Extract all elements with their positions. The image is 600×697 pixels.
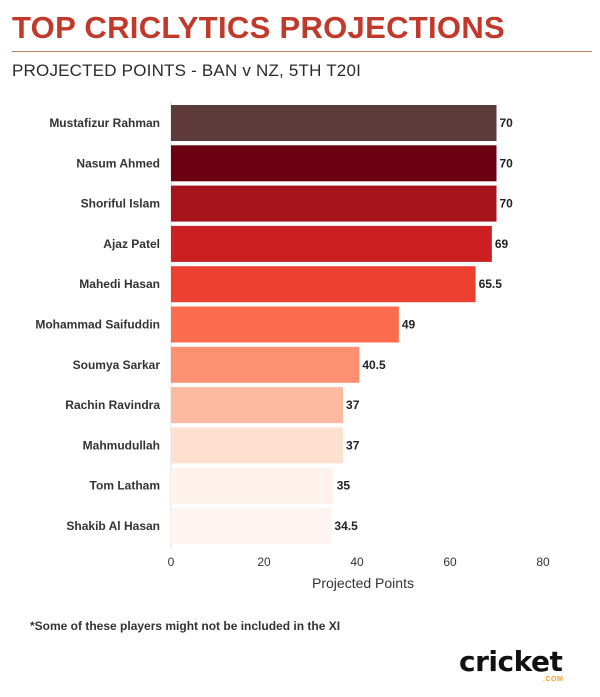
value-label: 69 (495, 237, 509, 251)
bar (171, 306, 399, 343)
bar (171, 266, 476, 303)
footnote: *Some of these players might not be incl… (30, 619, 341, 633)
bar (171, 508, 332, 544)
category-label: Nasum Ahmed (76, 156, 160, 170)
bar (171, 427, 344, 464)
bar (171, 387, 344, 424)
value-label: 40.5 (362, 358, 386, 372)
title-divider (12, 51, 592, 52)
logo-word: cricket (459, 645, 563, 678)
category-label: Shoriful Islam (81, 197, 160, 211)
value-label: 49 (402, 318, 416, 332)
category-label: Mahedi Hasan (79, 277, 160, 291)
value-label: 70 (500, 197, 514, 211)
category-label: Soumya Sarkar (73, 358, 161, 372)
bar (171, 185, 497, 222)
chart-subtitle: PROJECTED POINTS - BAN v NZ, 5TH T20I (12, 61, 362, 80)
value-label: 34.5 (334, 519, 358, 533)
cricket-com-logo: cricket (459, 645, 563, 678)
category-label: Shakib Al Hasan (66, 519, 160, 533)
x-tick-label: 60 (443, 555, 457, 569)
category-label: Tom Latham (90, 479, 160, 493)
x-tick-label: 0 (168, 555, 175, 569)
category-label: Rachin Ravindra (65, 398, 160, 412)
category-label: Mustafizur Rahman (49, 116, 160, 130)
value-label: 70 (500, 116, 514, 130)
chart-title: TOP CRICLYTICS PROJECTIONS (12, 10, 505, 45)
bar (171, 467, 334, 504)
value-label: 65.5 (479, 277, 503, 291)
value-label: 35 (337, 479, 351, 493)
category-label: Mahmudullah (83, 438, 160, 452)
bar (171, 145, 497, 182)
bar-chart: Mustafizur Rahman 70 Nasum Ahmed 70 Shoriful… (35, 101, 550, 591)
bar (171, 105, 497, 141)
value-label: 70 (500, 156, 514, 170)
x-tick-label: 20 (257, 555, 271, 569)
value-label: 37 (346, 398, 360, 412)
x-tick-label: 40 (350, 555, 364, 569)
x-tick-label: 80 (536, 555, 550, 569)
bar (171, 346, 360, 383)
value-label: 37 (346, 438, 360, 452)
category-label: Mohammad Saifuddin (35, 318, 160, 332)
x-axis-label: Projected Points (312, 575, 414, 591)
logo-sub: .COM (543, 676, 564, 683)
bar (171, 225, 492, 262)
category-label: Ajaz Patel (103, 237, 160, 251)
